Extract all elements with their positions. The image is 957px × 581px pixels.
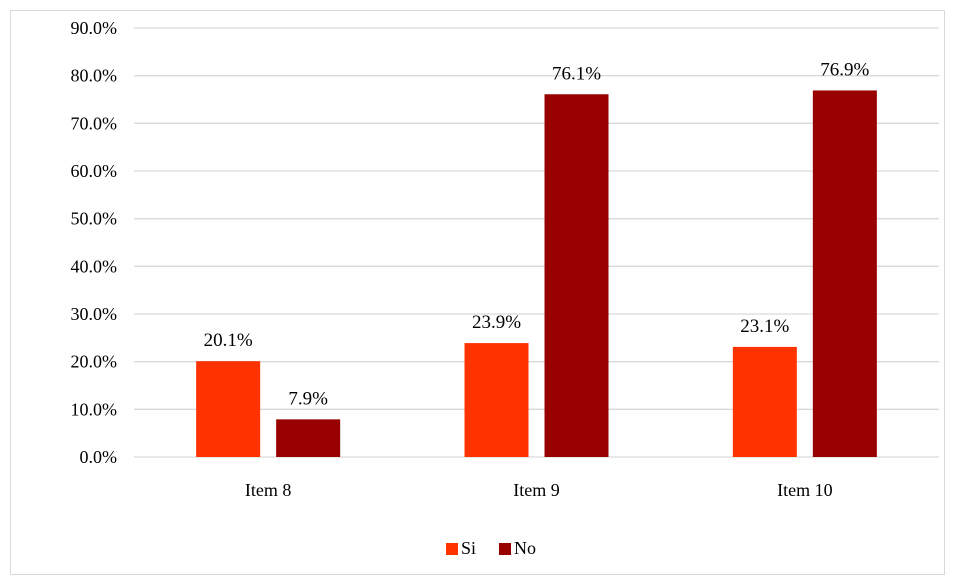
data-label: 23.9% — [472, 312, 521, 333]
y-tick-label: 10.0% — [71, 399, 118, 419]
y-tick-label: 0.0% — [80, 447, 118, 467]
legend-label-si: Si — [461, 538, 476, 558]
y-tick-label: 80.0% — [71, 66, 118, 86]
bar-no-item-9 — [545, 94, 609, 457]
legend-swatch-no — [499, 543, 511, 555]
bar-si-item-9 — [465, 343, 529, 457]
x-tick-label: Item 8 — [245, 480, 292, 500]
y-tick-label: 40.0% — [71, 256, 118, 276]
data-label: 76.1% — [552, 63, 601, 84]
y-tick-label: 50.0% — [71, 209, 118, 229]
y-tick-label: 30.0% — [71, 304, 118, 324]
y-axis: 0.0% 10.0% 20.0% 30.0% 40.0% 50.0% 60.0% 70.0% 8… — [71, 18, 118, 467]
legend-swatch-si — [446, 543, 458, 555]
bar-no-item-10 — [813, 90, 877, 457]
x-tick-label: Item 9 — [513, 480, 560, 500]
x-axis: Item 8 Item 9 Item 10 — [245, 480, 833, 500]
data-label: 7.9% — [288, 388, 328, 409]
bar-no-item-8 — [276, 419, 340, 457]
bar-si-item-8 — [196, 361, 260, 457]
legend: Si No — [446, 538, 536, 558]
y-tick-label: 90.0% — [71, 18, 118, 38]
x-tick-label: Item 10 — [777, 480, 833, 500]
data-label: 76.9% — [820, 59, 869, 80]
legend-label-no: No — [514, 538, 536, 558]
y-tick-label: 60.0% — [71, 161, 118, 181]
y-tick-label: 20.0% — [71, 352, 118, 372]
bar-si-item-10 — [733, 347, 797, 457]
data-label: 20.1% — [204, 330, 253, 351]
data-label: 23.1% — [740, 316, 789, 337]
y-tick-label: 70.0% — [71, 113, 118, 133]
